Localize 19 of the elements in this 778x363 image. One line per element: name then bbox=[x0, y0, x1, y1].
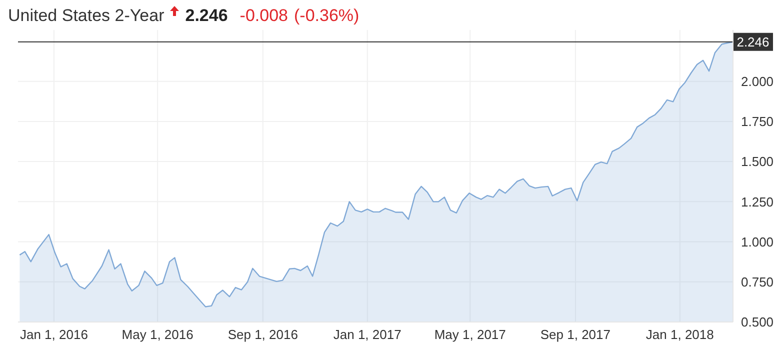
y-tick-label: 0.500 bbox=[741, 314, 774, 330]
y-tick-label: 1.500 bbox=[741, 154, 774, 170]
y-tick-label: 1.000 bbox=[741, 234, 774, 250]
x-tick-label: Sep 1, 2016 bbox=[228, 327, 298, 342]
text: (-0.36%) bbox=[294, 6, 360, 26]
y-tick-label: 1.750 bbox=[741, 114, 774, 130]
y-tick-label: 1.250 bbox=[741, 194, 774, 210]
x-tick-label: Sep 1, 2017 bbox=[540, 327, 611, 342]
x-tick-label: Jan 1, 2018 bbox=[646, 327, 714, 342]
chart-title: United States 2-Year bbox=[8, 6, 164, 26]
x-tick-label: Jan 1, 2016 bbox=[20, 327, 88, 342]
x-tick-label: Jan 1, 2017 bbox=[333, 327, 402, 342]
x-tick-label: May 1, 2016 bbox=[122, 327, 194, 342]
text: -0.008 bbox=[240, 6, 288, 26]
y-tick-label: 0.750 bbox=[741, 274, 774, 290]
text: 2.246 bbox=[185, 6, 228, 26]
y-tick-label: 2.000 bbox=[741, 74, 774, 89]
ref-line-label: 2.246 bbox=[736, 34, 770, 50]
x-tick-label: May 1, 2017 bbox=[434, 327, 506, 342]
